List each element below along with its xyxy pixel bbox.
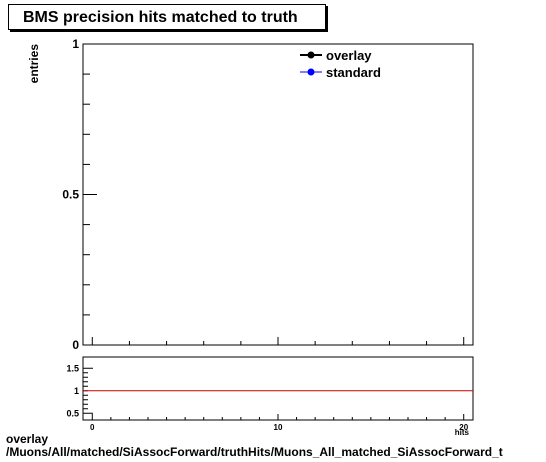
x-axis-label-partial: hits [455,428,470,437]
ratio-plot-frame [82,356,474,421]
x-tick-label: 20 [459,423,468,432]
legend-marker [307,51,315,59]
chart-title-box: BMS precision hits matched to truth [8,4,326,30]
y-tick-label: 0 [72,338,79,352]
legend-label-standard: standard [326,65,381,80]
main-plot-frame [82,43,474,346]
ratio-y-tick-label: 0.5 [66,408,79,418]
footer-label: overlay [6,432,49,446]
x-tick-label: 0 [90,423,95,432]
ratio-y-tick-label: 1.5 [66,363,79,373]
chart-title: BMS precision hits matched to truth [23,9,298,26]
footer-path: /Muons/All/matched/SiAssocForward/truthH… [6,445,503,459]
y-tick-label: 0.5 [62,188,79,202]
y-axis-label: entries [27,44,41,84]
ratio-y-tick-label: 1 [74,386,79,396]
legend-label-overlay: overlay [326,48,372,63]
y-tick-label: 1 [72,37,79,51]
x-tick-label: 10 [274,423,283,432]
legend-marker [307,68,315,76]
